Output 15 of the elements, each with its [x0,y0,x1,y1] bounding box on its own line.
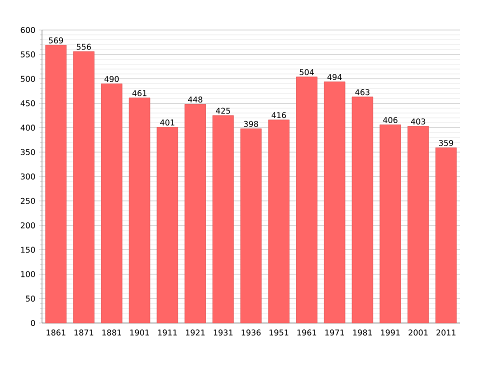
bar [352,96,374,324]
bar [240,128,262,324]
bar [128,98,150,324]
bar [184,104,206,324]
bar [73,51,94,324]
bar [296,76,318,324]
bar [408,126,429,324]
bar [380,124,401,324]
bar [101,84,122,324]
bar [268,120,290,324]
bar [156,126,178,324]
bar [212,115,234,324]
bar [435,147,457,324]
bar [45,44,67,324]
bar [324,82,346,324]
